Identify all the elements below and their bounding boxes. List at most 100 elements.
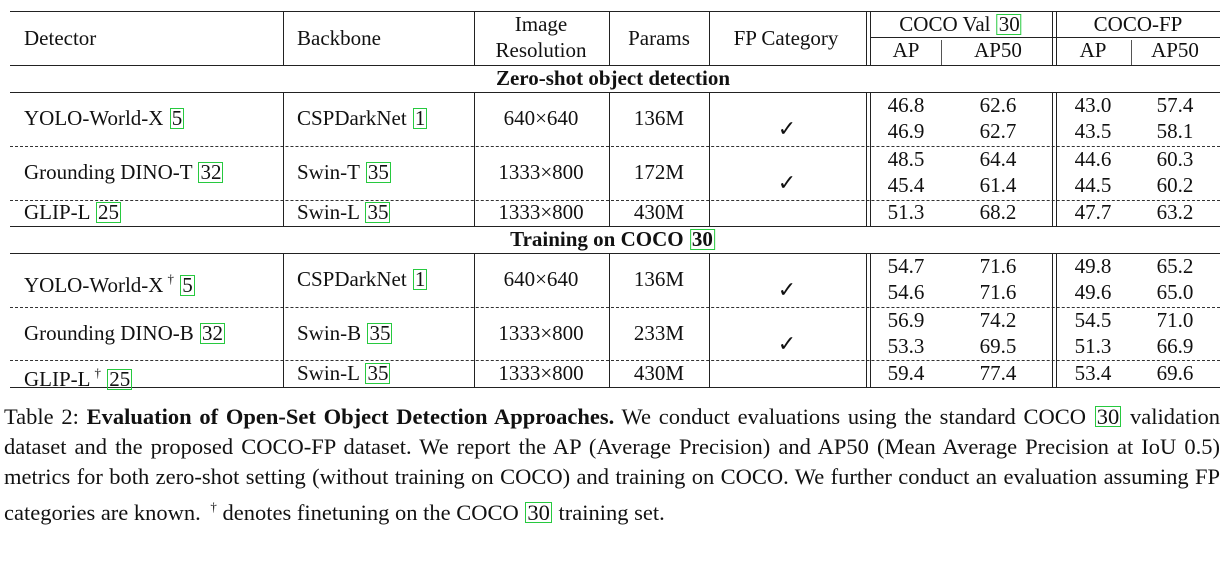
- header-ap: AP: [1079, 38, 1107, 62]
- cocofp-ap50: 65.2: [1156, 254, 1194, 278]
- col-divider: [866, 92, 867, 226]
- params: 430M: [633, 200, 685, 224]
- col-divider: [709, 11, 710, 65]
- cocofp-ap50: 60.3: [1156, 147, 1194, 171]
- citation-link[interactable]: 30: [1094, 404, 1122, 429]
- citation-link[interactable]: 1: [412, 106, 428, 130]
- cocofp-ap: 49.6: [1074, 280, 1112, 304]
- header-image-res: Image: [514, 12, 568, 36]
- dagger-mark: †: [94, 365, 102, 380]
- coco-ap50: 64.4: [979, 147, 1017, 171]
- caption-label: Table 2:: [4, 404, 87, 429]
- coco-ap: 59.4: [887, 361, 925, 385]
- coco-ap: 48.5: [887, 147, 925, 171]
- cocofp-ap: 53.4: [1074, 361, 1112, 385]
- mid-rule: [10, 226, 1220, 227]
- bottom-rule: [10, 387, 1220, 388]
- citation-link[interactable]: 35: [365, 160, 391, 184]
- backbone-name: Swin-L 35: [297, 200, 391, 224]
- citation-link[interactable]: 32: [198, 160, 224, 184]
- detector-name: GLIP-L † 25: [24, 365, 133, 391]
- row-divider: [10, 200, 1220, 201]
- cocofp-ap50: 65.0: [1156, 280, 1194, 304]
- check-icon: ✓: [777, 117, 797, 142]
- resolution: 640×640: [503, 106, 579, 130]
- backbone-name: Swin-T 35: [297, 160, 391, 184]
- cocofp-ap50: 66.9: [1156, 334, 1194, 358]
- cocofp-ap: 49.8: [1074, 254, 1112, 278]
- col-divider: [709, 253, 710, 387]
- params: 430M: [633, 361, 685, 385]
- citation-link[interactable]: 30: [996, 12, 1022, 36]
- backbone-name: Swin-L 35: [297, 361, 391, 385]
- results-table: Detector Backbone Image Resolution Param…: [10, 11, 1220, 391]
- header-image-res: Resolution: [495, 38, 587, 62]
- cocofp-ap: 43.0: [1074, 93, 1112, 117]
- coco-ap: 46.8: [887, 93, 925, 117]
- citation-link[interactable]: 30: [689, 227, 715, 251]
- params: 172M: [633, 160, 685, 184]
- col-divider: [609, 11, 610, 65]
- row-divider: [10, 307, 1220, 308]
- coco-ap: 54.7: [887, 254, 925, 278]
- citation-link[interactable]: 35: [365, 200, 391, 224]
- coco-ap: 56.9: [887, 308, 925, 332]
- citation-link[interactable]: 35: [367, 321, 393, 345]
- col-divider: [709, 92, 710, 226]
- coco-group-rule: [870, 37, 1220, 38]
- top-rule: [10, 11, 1220, 12]
- citation-link[interactable]: 32: [199, 321, 225, 345]
- resolution: 1333×800: [498, 160, 584, 184]
- caption-title: Evaluation of Open-Set Object Detection …: [86, 404, 615, 429]
- coco-ap: 45.4: [887, 173, 925, 197]
- caption-text: denotes finetuning on the COCO: [216, 500, 525, 525]
- header-bottom-rule: [10, 65, 1220, 66]
- detector-name: YOLO-World-X 5: [24, 106, 185, 130]
- col-divider: [866, 253, 867, 387]
- coco-ap: 54.6: [887, 280, 925, 304]
- check-icon: ✓: [777, 171, 797, 196]
- coco-ap50: 61.4: [979, 173, 1017, 197]
- col-divider: [474, 92, 475, 226]
- col-divider: [609, 92, 610, 226]
- coco-ap50: 77.4: [979, 361, 1017, 385]
- params: 136M: [633, 106, 685, 130]
- col-divider: [941, 40, 942, 65]
- citation-link[interactable]: 30: [525, 500, 552, 525]
- coco-ap50: 74.2: [979, 308, 1017, 332]
- check-icon: ✓: [777, 332, 797, 357]
- header-coco-val-label: COCO Val: [899, 12, 991, 36]
- citation-link[interactable]: 5: [169, 106, 185, 130]
- dagger-mark: †: [210, 499, 217, 514]
- backbone-name: CSPDarkNet 1: [297, 106, 428, 130]
- coco-ap50: 62.7: [979, 119, 1017, 143]
- col-divider: [283, 92, 284, 226]
- col-divider: [1131, 40, 1132, 65]
- detector-name: Grounding DINO-T 32: [24, 160, 224, 184]
- citation-link[interactable]: 25: [107, 367, 133, 391]
- resolution: 640×640: [503, 267, 579, 291]
- header-backbone: Backbone: [297, 26, 381, 50]
- coco-ap50: 69.5: [979, 334, 1017, 358]
- check-icon: ✓: [777, 278, 797, 303]
- coco-ap50: 62.6: [979, 93, 1017, 117]
- resolution: 1333×800: [498, 200, 584, 224]
- citation-link[interactable]: 5: [180, 273, 195, 297]
- col-divider: [474, 11, 475, 65]
- header-fp-category: FP Category: [733, 26, 839, 50]
- header-coco-val: COCO Val 30: [899, 12, 1022, 36]
- cocofp-ap: 54.5: [1074, 308, 1112, 332]
- header-ap: AP: [892, 38, 920, 62]
- citation-link[interactable]: 1: [412, 267, 428, 291]
- detector-name: YOLO-World-X † 5: [24, 271, 195, 297]
- detector-name: GLIP-L 25: [24, 200, 121, 224]
- row-divider: [10, 146, 1220, 147]
- dagger-mark: †: [167, 271, 174, 286]
- col-divider: [474, 253, 475, 387]
- cocofp-ap50: 71.0: [1156, 308, 1194, 332]
- coco-ap: 53.3: [887, 334, 925, 358]
- header-ap50: AP50: [1151, 38, 1199, 62]
- col-divider: [1052, 11, 1053, 65]
- citation-link[interactable]: 25: [95, 200, 121, 224]
- citation-link[interactable]: 35: [365, 361, 391, 385]
